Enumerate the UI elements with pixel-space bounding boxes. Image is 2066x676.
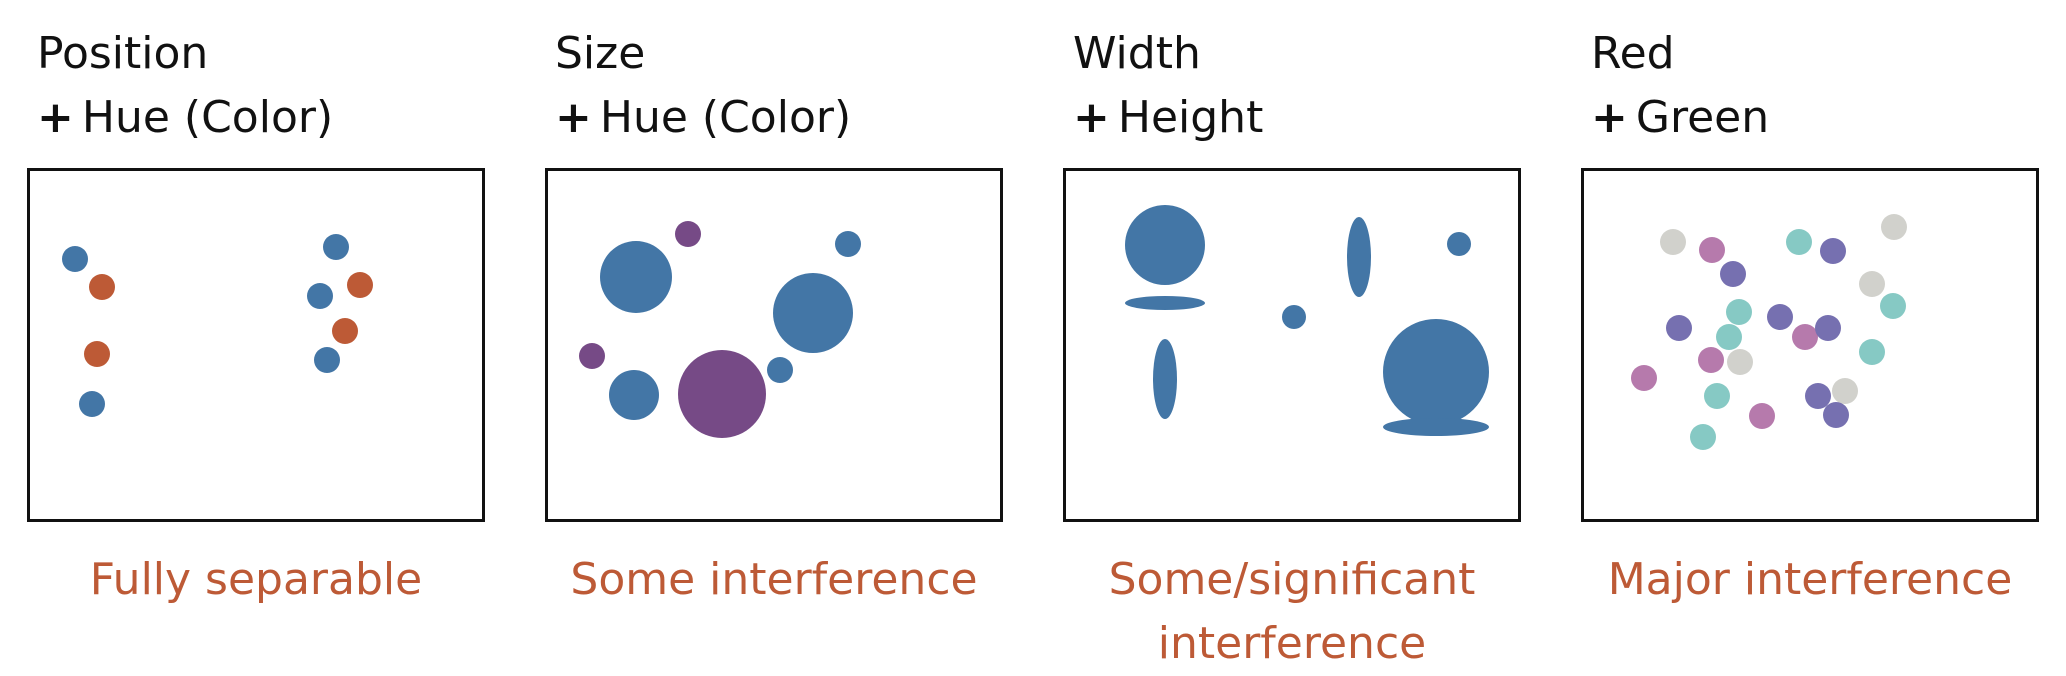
dot-mark [1832,378,1858,404]
dot-mark [1716,324,1742,350]
title-line-2: + Height [1073,86,1263,150]
title-line-1: Red [1591,28,1675,79]
dot-mark [1823,402,1849,428]
plus-icon: + [555,92,592,143]
plot-frame [545,168,1003,522]
dot-mark [307,283,333,309]
title-line-2-text: Hue (Color) [81,92,334,143]
dot-mark [1820,238,1846,264]
panel-red-green: Red + Green Major interference [1581,0,2051,662]
dot-mark [1690,424,1716,450]
dot-mark [1880,293,1906,319]
panel-title: Width + Height [1073,22,1263,150]
caption: Some interference [570,554,978,605]
title-line-2-text: Height [1117,92,1264,143]
plus-icon: + [37,92,74,143]
caption: Some/significant interference [1108,554,1476,669]
dot-mark [1704,383,1730,409]
dot-mark [323,234,349,260]
dot-mark [1631,365,1657,391]
title-line-2: + Hue (Color) [37,86,333,150]
panel-title: Size + Hue (Color) [555,22,851,150]
dot-mark [1660,229,1686,255]
plot-frame [1581,168,2039,522]
dot-mark [1815,315,1841,341]
dot-mark [1447,232,1471,256]
dot-mark [1727,349,1753,375]
panel-title: Position + Hue (Color) [37,22,333,150]
title-line-1: Size [555,28,646,79]
title-line-1: Position [37,28,209,79]
dot-mark [1699,237,1725,263]
panel-title: Red + Green [1591,22,1769,150]
caption: Major interference [1607,554,2013,605]
dot-mark [1347,217,1371,297]
dot-mark [579,343,605,369]
dot-mark [1881,214,1907,240]
dot-mark [314,347,340,373]
dot-mark [1749,403,1775,429]
dot-mark [332,318,358,344]
dot-mark [1792,324,1818,350]
plus-icon: + [1073,92,1110,143]
panel-size-hue: Size + Hue (Color) Some interference [545,0,1015,662]
title-line-1: Width [1073,28,1201,79]
dot-mark [1726,299,1752,325]
dot-mark [347,272,373,298]
dot-mark [1859,339,1885,365]
dot-mark [767,357,793,383]
title-line-2-text: Green [1635,92,1770,143]
dot-plot [579,221,861,438]
dot-plot [1125,205,1489,436]
dot-mark [1383,319,1489,425]
dot-mark [1125,205,1205,285]
dot-mark [1125,296,1205,310]
title-line-2: + Hue (Color) [555,86,851,150]
dot-mark [1786,229,1812,255]
plot-frame [27,168,485,522]
dot-mark [1767,304,1793,330]
dot-mark [1383,418,1489,436]
dot-mark [835,231,861,257]
dot-mark [62,246,88,272]
dot-mark [600,241,672,313]
dot-mark [1698,347,1724,373]
dot-mark [1859,271,1885,297]
panel-position-hue: Position + Hue (Color) Fully separable [27,0,497,662]
dot-mark [84,341,110,367]
title-line-2-text: Hue (Color) [599,92,852,143]
panel-width-height: Width + Height Some/significant interfere… [1063,0,1533,669]
dot-plot [1631,214,1907,450]
dot-mark [1153,339,1177,419]
dot-mark [1720,261,1746,287]
dot-mark [609,370,659,420]
dot-mark [89,274,115,300]
plot-frame [1063,168,1521,522]
dot-mark [1805,383,1831,409]
dot-mark [675,221,701,247]
dot-mark [79,391,105,417]
dot-plot [62,234,373,417]
title-line-2: + Green [1591,86,1769,150]
caption: Fully separable [89,554,423,605]
dot-mark [1666,315,1692,341]
dot-mark [1282,305,1306,329]
plus-icon: + [1591,92,1628,143]
dot-mark [773,273,853,353]
dot-mark [678,350,766,438]
